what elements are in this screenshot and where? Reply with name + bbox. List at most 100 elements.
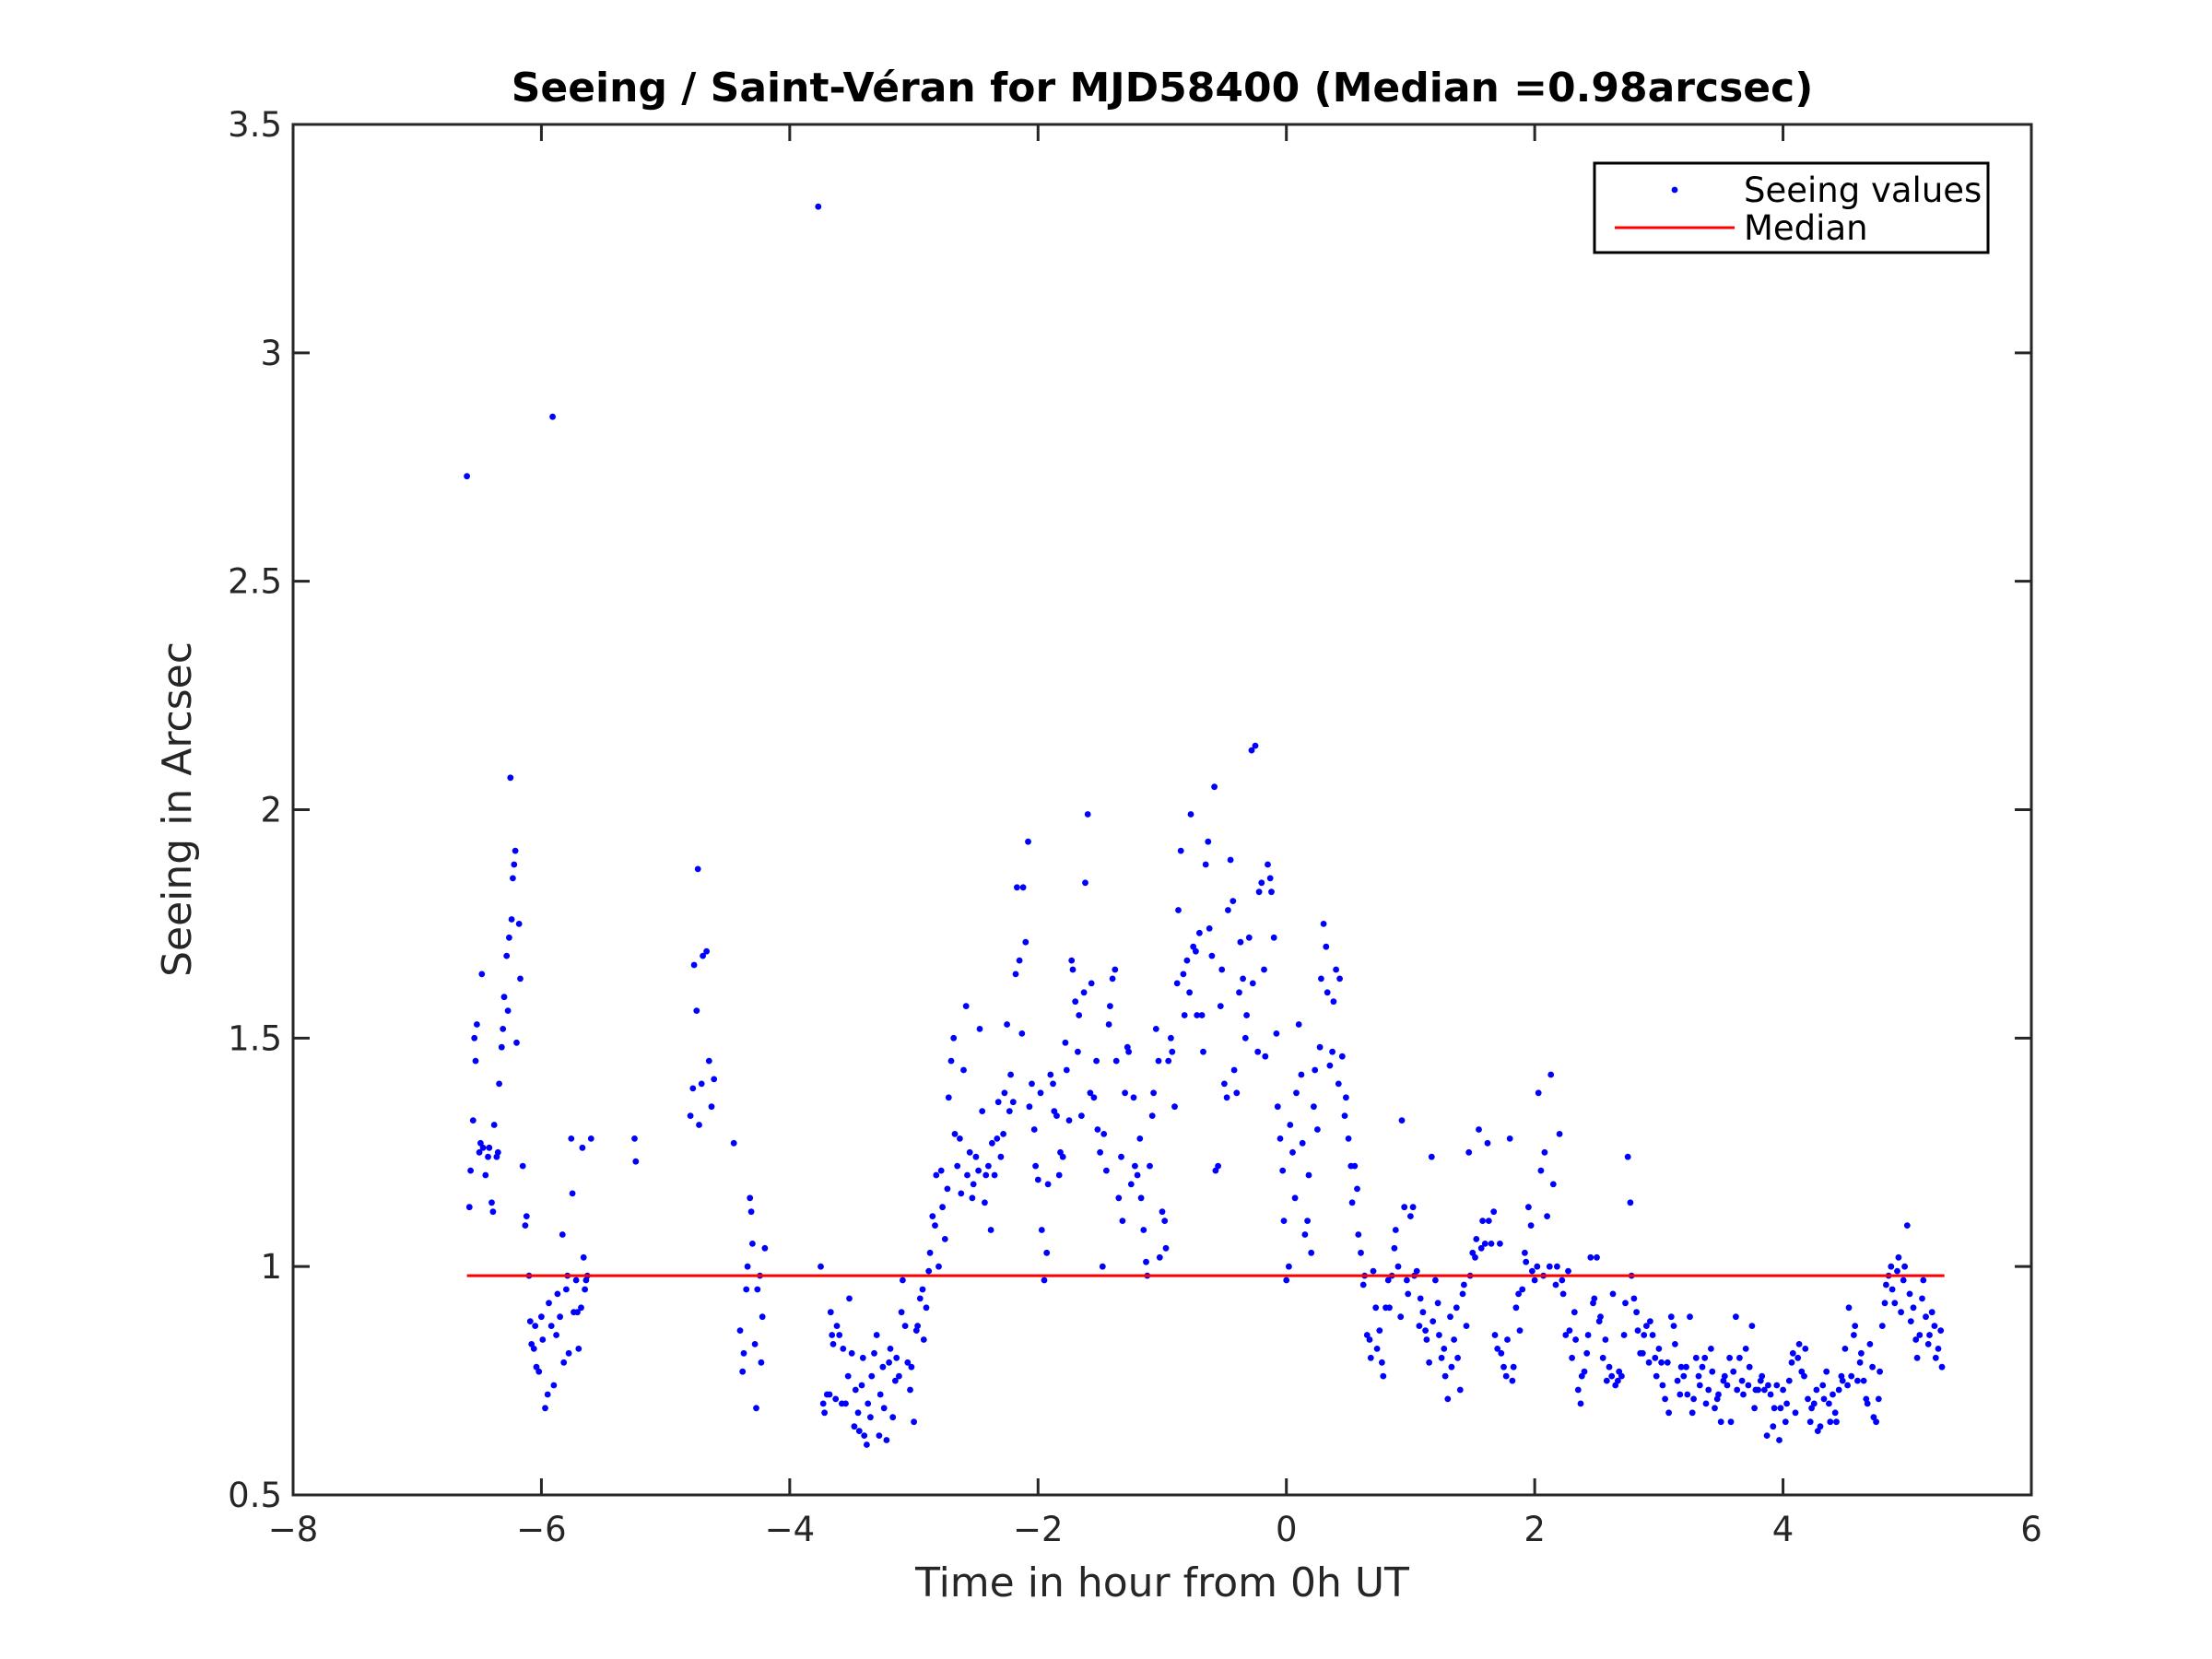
seeing-point bbox=[703, 947, 710, 955]
seeing-point bbox=[1891, 1300, 1899, 1307]
seeing-point bbox=[1740, 1391, 1747, 1398]
y-tick-label: 3 bbox=[260, 334, 282, 373]
seeing-point bbox=[1609, 1290, 1617, 1298]
y-tick-label: 3.5 bbox=[228, 105, 282, 145]
seeing-point bbox=[507, 774, 514, 782]
seeing-point bbox=[1670, 1323, 1677, 1329]
seeing-point bbox=[1391, 1244, 1398, 1252]
seeing-point bbox=[1858, 1349, 1865, 1357]
seeing-point bbox=[1516, 1327, 1524, 1334]
seeing-point bbox=[1343, 1094, 1349, 1101]
seeing-point bbox=[892, 1377, 899, 1384]
seeing-point bbox=[533, 1363, 540, 1371]
seeing-point bbox=[1649, 1332, 1656, 1338]
seeing-point bbox=[574, 1309, 581, 1316]
seeing-point bbox=[1376, 1327, 1383, 1334]
seeing-point bbox=[1093, 1057, 1100, 1065]
seeing-point bbox=[1212, 1167, 1219, 1174]
seeing-point bbox=[1417, 1295, 1424, 1302]
seeing-point bbox=[1848, 1372, 1855, 1380]
seeing-point bbox=[1531, 1277, 1538, 1284]
seeing-point bbox=[510, 875, 516, 882]
seeing-point bbox=[1208, 952, 1216, 959]
seeing-point bbox=[1401, 1204, 1408, 1211]
seeing-point bbox=[579, 1144, 586, 1151]
seeing-point bbox=[1554, 1263, 1560, 1270]
seeing-point bbox=[700, 952, 706, 959]
seeing-point bbox=[1217, 1003, 1224, 1009]
seeing-point bbox=[1771, 1405, 1778, 1412]
seeing-point bbox=[923, 1304, 930, 1312]
seeing-point bbox=[1130, 1094, 1137, 1101]
seeing-point bbox=[1043, 1249, 1051, 1256]
seeing-point bbox=[916, 1295, 924, 1302]
seeing-point bbox=[631, 1135, 638, 1142]
seeing-point bbox=[568, 1135, 575, 1142]
seeing-point bbox=[1647, 1318, 1653, 1324]
seeing-point bbox=[1299, 1139, 1306, 1147]
seeing-point bbox=[886, 1359, 892, 1366]
seeing-point bbox=[1140, 1227, 1147, 1233]
seeing-point bbox=[1034, 1176, 1041, 1183]
seeing-point bbox=[865, 1400, 872, 1407]
seeing-point bbox=[1335, 1080, 1342, 1088]
seeing-point bbox=[1454, 1354, 1461, 1361]
seeing-point bbox=[532, 1323, 539, 1329]
seeing-point bbox=[1323, 943, 1330, 950]
seeing-point bbox=[1177, 847, 1184, 854]
seeing-point bbox=[1869, 1363, 1876, 1371]
seeing-point bbox=[1702, 1400, 1710, 1407]
seeing-point bbox=[542, 1405, 548, 1412]
seeing-point bbox=[1143, 1258, 1149, 1265]
seeing-point bbox=[506, 934, 512, 941]
seeing-point bbox=[873, 1332, 880, 1338]
seeing-point bbox=[1477, 1244, 1485, 1252]
y-tick-label: 0.5 bbox=[228, 1476, 282, 1515]
seeing-point bbox=[1152, 1026, 1159, 1032]
seeing-point bbox=[469, 1117, 477, 1124]
seeing-point bbox=[482, 1171, 489, 1179]
seeing-point bbox=[1481, 1241, 1488, 1247]
seeing-point bbox=[1738, 1377, 1746, 1384]
seeing-point bbox=[1839, 1377, 1846, 1384]
seeing-point bbox=[1444, 1395, 1452, 1403]
seeing-point bbox=[490, 1122, 498, 1128]
seeing-point bbox=[1504, 1336, 1511, 1343]
seeing-point bbox=[864, 1441, 870, 1448]
seeing-point bbox=[929, 1213, 936, 1219]
seeing-point bbox=[708, 1103, 715, 1111]
seeing-point bbox=[1473, 1236, 1480, 1242]
x-tick-label: −6 bbox=[516, 1510, 567, 1549]
seeing-point bbox=[982, 1171, 990, 1179]
seeing-point bbox=[1150, 1089, 1157, 1097]
seeing-point bbox=[1050, 1080, 1056, 1088]
seeing-point bbox=[1831, 1409, 1839, 1417]
seeing-point bbox=[1928, 1309, 1936, 1316]
seeing-point bbox=[1664, 1359, 1671, 1366]
seeing-point bbox=[1583, 1349, 1591, 1357]
seeing-point bbox=[1233, 1089, 1241, 1097]
seeing-point bbox=[1249, 980, 1256, 987]
seeing-point bbox=[761, 1244, 769, 1252]
seeing-point bbox=[1924, 1341, 1932, 1347]
seeing-point bbox=[1620, 1332, 1628, 1338]
seeing-point bbox=[1709, 1368, 1716, 1375]
seeing-point bbox=[1441, 1346, 1448, 1352]
seeing-point bbox=[1565, 1267, 1571, 1275]
seeing-point bbox=[1931, 1323, 1938, 1329]
seeing-point bbox=[1894, 1267, 1900, 1275]
seeing-point bbox=[1392, 1227, 1399, 1233]
seeing-point bbox=[1416, 1323, 1423, 1329]
ticks-layer: −8 −6 −4 −2 0 2 4 6 0.5 1 1.5 2 2.5 3 3.5 bbox=[228, 105, 2042, 1549]
seeing-point bbox=[1243, 1012, 1250, 1018]
seeing-point bbox=[1019, 884, 1027, 891]
seeing-point bbox=[1134, 1171, 1141, 1179]
seeing-point bbox=[1717, 1418, 1724, 1426]
seeing-point bbox=[947, 1057, 955, 1065]
seeing-point bbox=[852, 1386, 859, 1394]
seeing-point bbox=[1527, 1222, 1535, 1229]
seeing-point bbox=[1173, 980, 1181, 987]
seeing-point bbox=[1622, 1300, 1629, 1307]
seeing-point bbox=[1280, 1218, 1288, 1224]
seeing-point bbox=[488, 1199, 495, 1206]
